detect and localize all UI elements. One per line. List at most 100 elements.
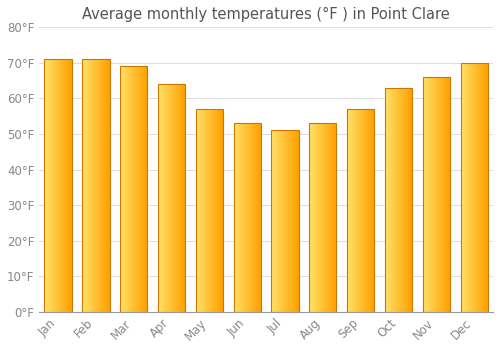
Bar xyxy=(392,88,393,312)
Bar xyxy=(47,59,48,312)
Bar xyxy=(171,84,172,312)
Bar xyxy=(323,123,324,312)
Bar xyxy=(443,77,444,312)
Bar xyxy=(249,123,250,312)
Bar xyxy=(468,63,469,312)
Bar xyxy=(173,84,174,312)
Bar xyxy=(470,63,472,312)
Bar xyxy=(334,123,335,312)
Bar xyxy=(292,131,293,312)
Bar xyxy=(422,77,424,312)
Bar xyxy=(89,59,90,312)
Bar xyxy=(287,131,288,312)
Bar xyxy=(390,88,391,312)
Bar xyxy=(462,63,464,312)
Bar xyxy=(483,63,484,312)
Bar xyxy=(90,59,91,312)
Bar xyxy=(52,59,54,312)
Bar xyxy=(258,123,259,312)
Bar xyxy=(429,77,430,312)
Bar xyxy=(399,88,400,312)
Bar xyxy=(137,66,138,312)
Bar xyxy=(395,88,396,312)
Bar xyxy=(108,59,109,312)
Bar xyxy=(402,88,404,312)
Bar xyxy=(330,123,331,312)
Bar xyxy=(324,123,325,312)
Bar xyxy=(385,88,412,312)
Bar xyxy=(332,123,333,312)
Bar xyxy=(71,59,72,312)
Bar xyxy=(50,59,51,312)
Bar xyxy=(247,123,248,312)
Bar xyxy=(353,109,354,312)
Bar xyxy=(480,63,481,312)
Bar xyxy=(486,63,487,312)
Bar xyxy=(128,66,129,312)
Bar xyxy=(352,109,353,312)
Bar xyxy=(61,59,62,312)
Bar xyxy=(349,109,350,312)
Bar xyxy=(411,88,412,312)
Bar xyxy=(91,59,92,312)
Bar xyxy=(333,123,334,312)
Bar xyxy=(141,66,142,312)
Bar xyxy=(347,109,348,312)
Bar xyxy=(312,123,314,312)
Bar xyxy=(479,63,480,312)
Bar xyxy=(428,77,429,312)
Title: Average monthly temperatures (°F ) in Point Clare: Average monthly temperatures (°F ) in Po… xyxy=(82,7,450,22)
Bar xyxy=(178,84,179,312)
Bar xyxy=(473,63,474,312)
Bar xyxy=(484,63,485,312)
Bar xyxy=(221,109,222,312)
Bar xyxy=(138,66,139,312)
Bar xyxy=(48,59,49,312)
Bar xyxy=(373,109,374,312)
Bar xyxy=(58,59,59,312)
Bar xyxy=(105,59,106,312)
Bar xyxy=(294,131,295,312)
Bar xyxy=(70,59,71,312)
Bar xyxy=(63,59,64,312)
Bar xyxy=(278,131,279,312)
Bar xyxy=(217,109,218,312)
Bar xyxy=(162,84,164,312)
Bar xyxy=(328,123,329,312)
Bar xyxy=(282,131,283,312)
Bar xyxy=(167,84,168,312)
Bar xyxy=(120,66,121,312)
Bar xyxy=(142,66,144,312)
Bar xyxy=(130,66,131,312)
Bar xyxy=(393,88,394,312)
Bar xyxy=(222,109,223,312)
Bar xyxy=(460,63,488,312)
Bar xyxy=(432,77,433,312)
Bar xyxy=(240,123,241,312)
Bar xyxy=(441,77,442,312)
Bar xyxy=(331,123,332,312)
Bar xyxy=(389,88,390,312)
Bar xyxy=(277,131,278,312)
Bar xyxy=(246,123,247,312)
Bar xyxy=(87,59,88,312)
Bar xyxy=(239,123,240,312)
Bar xyxy=(478,63,479,312)
Bar xyxy=(96,59,98,312)
Bar xyxy=(477,63,478,312)
Bar xyxy=(59,59,60,312)
Bar xyxy=(168,84,169,312)
Bar xyxy=(424,77,426,312)
Bar xyxy=(350,109,351,312)
Bar xyxy=(296,131,298,312)
Bar xyxy=(202,109,203,312)
Bar xyxy=(321,123,322,312)
Bar xyxy=(364,109,365,312)
Bar xyxy=(213,109,214,312)
Bar xyxy=(45,59,46,312)
Bar xyxy=(464,63,466,312)
Bar xyxy=(280,131,281,312)
Bar xyxy=(248,123,249,312)
Bar xyxy=(356,109,358,312)
Bar xyxy=(238,123,239,312)
